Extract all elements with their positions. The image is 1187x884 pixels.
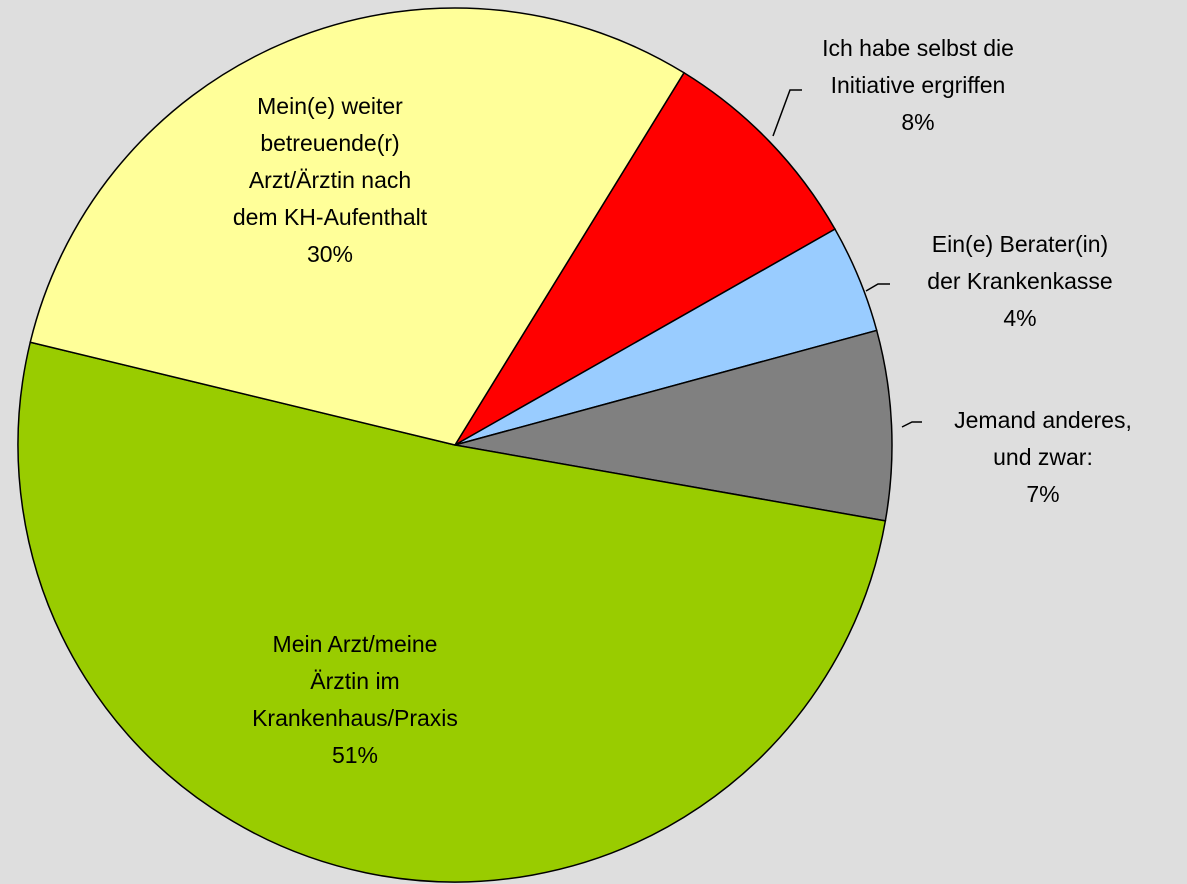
slice-value-label: 51% bbox=[332, 742, 378, 768]
slice-value-label: 8% bbox=[901, 109, 934, 135]
leader-line bbox=[865, 283, 890, 292]
slice-label: Jemand anderes, und zwar: bbox=[954, 407, 1132, 470]
slice-label: Ein(e) Berater(in) der Krankenkasse bbox=[927, 231, 1112, 294]
leader-lines bbox=[772, 89, 922, 428]
leader-line bbox=[901, 421, 922, 428]
slice-label: Ich habe selbst die Initiative ergriffen bbox=[822, 35, 1014, 98]
slice-value-label: 7% bbox=[1026, 481, 1059, 507]
slice-label: Mein Arzt/meine Ärztin im Krankenhaus/Prax… bbox=[252, 631, 458, 731]
leader-line bbox=[772, 89, 802, 137]
pie-slice bbox=[17, 341, 887, 883]
slice-value-label: 30% bbox=[307, 241, 353, 267]
pie-slice bbox=[454, 329, 893, 522]
pie-slice bbox=[454, 71, 836, 446]
slice-label: Mein(e) weiter betreuende(r) Arzt/Ärztin n… bbox=[233, 93, 428, 230]
pie-slice bbox=[29, 7, 686, 446]
slice-value-label: 4% bbox=[1003, 305, 1036, 331]
